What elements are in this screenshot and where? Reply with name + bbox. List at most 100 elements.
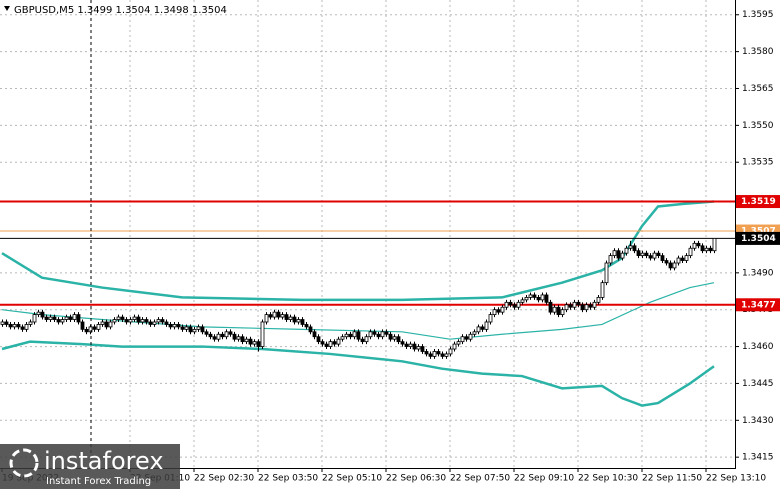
x-tick-label: 22 Sep 13:10 <box>706 474 766 484</box>
candle-body <box>548 301 553 313</box>
candle-body <box>620 252 625 259</box>
candle-body <box>240 336 245 343</box>
candle-body <box>528 294 533 298</box>
candle-body <box>256 341 261 347</box>
candle-body <box>476 326 481 333</box>
candle-body <box>484 321 489 330</box>
price-label-box <box>736 231 780 245</box>
candle-body <box>428 353 433 357</box>
candle-body <box>628 245 633 249</box>
candle-body <box>296 319 301 323</box>
candle-body <box>364 336 369 343</box>
candle-body <box>372 331 377 335</box>
indicator-line <box>1 340 715 407</box>
candle-body <box>400 341 405 345</box>
candle-body <box>44 316 49 320</box>
candle-body <box>60 319 65 323</box>
candle-body <box>700 245 705 252</box>
candle-body <box>656 252 661 257</box>
price-label-box <box>736 195 780 209</box>
y-tick-label: 1.3535 <box>742 158 774 168</box>
candle-body <box>16 324 21 328</box>
candle-body <box>228 331 233 335</box>
candle-body <box>356 331 361 340</box>
logo-icon <box>9 448 39 478</box>
x-tick-label: 22 Sep 11:50 <box>642 474 702 484</box>
candle-body <box>708 247 713 252</box>
candle-body <box>596 297 601 303</box>
candle-body <box>608 255 613 264</box>
candle-body <box>152 321 157 325</box>
candle-body <box>420 346 425 352</box>
candle-body <box>520 299 525 303</box>
candle-body <box>104 321 109 328</box>
candle-body <box>264 314 269 323</box>
candle-body <box>316 336 321 343</box>
x-tick-label: 22 Sep 02:30 <box>194 474 254 484</box>
candle-body <box>692 242 697 249</box>
candle-body <box>180 326 185 330</box>
y-tick-label: 1.3595 <box>742 10 774 20</box>
candle-body <box>640 252 645 257</box>
x-tick-label: 22 Sep 09:10 <box>514 474 574 484</box>
candle-body <box>340 336 345 340</box>
candle-body <box>48 316 53 320</box>
candle-body <box>516 301 521 308</box>
candle-body <box>388 333 393 340</box>
candle-body <box>712 238 717 252</box>
candle-body <box>464 336 469 340</box>
candle-body <box>472 331 477 335</box>
candle-body <box>504 301 509 308</box>
candle-body <box>92 326 97 330</box>
candle-body <box>352 331 357 338</box>
candle-body <box>380 331 385 338</box>
candle-body <box>360 338 365 343</box>
candle-body <box>704 247 709 252</box>
candle-body <box>52 316 57 320</box>
y-tick-label: 1.3565 <box>742 84 774 94</box>
chart-title: GBPUSD,M5 1.3499 1.3504 1.3498 1.3504 <box>14 5 227 16</box>
candle-body <box>324 343 329 347</box>
candle-body <box>252 341 257 345</box>
candle-body <box>688 247 693 257</box>
candle-body <box>348 333 353 338</box>
y-tick-label: 1.3415 <box>742 453 774 463</box>
candle-body <box>408 343 413 347</box>
candle-body <box>452 343 457 350</box>
y-tick-label: 1.3445 <box>742 379 774 389</box>
y-tick-label: 1.3460 <box>742 342 774 352</box>
candle-body <box>576 301 581 306</box>
y-tick-label: 1.3430 <box>742 416 774 426</box>
candle-body <box>560 309 565 316</box>
candle-body <box>220 333 225 338</box>
candle-body <box>392 336 397 340</box>
candle-body <box>680 257 685 261</box>
candle-body <box>56 319 61 323</box>
candle-body <box>304 324 309 328</box>
candle-body <box>188 326 193 333</box>
price-label-box <box>736 298 780 312</box>
candle-body <box>592 301 597 308</box>
candle-body <box>308 326 313 333</box>
candle-body <box>64 316 69 320</box>
x-tick-label: 22 Sep 06:30 <box>386 474 446 484</box>
candle-body <box>8 324 13 328</box>
candle-body <box>96 324 101 330</box>
candle-body <box>0 321 5 325</box>
candle-body <box>124 319 129 323</box>
candle-body <box>676 257 681 264</box>
candle-body <box>300 319 305 325</box>
brand-tagline: Instant Forex Trading <box>46 476 151 487</box>
candle-body <box>424 351 429 355</box>
candle-body <box>80 321 85 330</box>
candle-body <box>588 304 593 308</box>
candle-body <box>536 297 541 301</box>
candle-body <box>368 331 373 338</box>
y-tick-label: 1.3490 <box>742 268 774 278</box>
candle-body <box>280 314 285 318</box>
candle-body <box>192 328 197 333</box>
candle-body <box>76 314 81 323</box>
brand-name: instaforex <box>44 447 164 475</box>
candle-body <box>244 338 249 343</box>
